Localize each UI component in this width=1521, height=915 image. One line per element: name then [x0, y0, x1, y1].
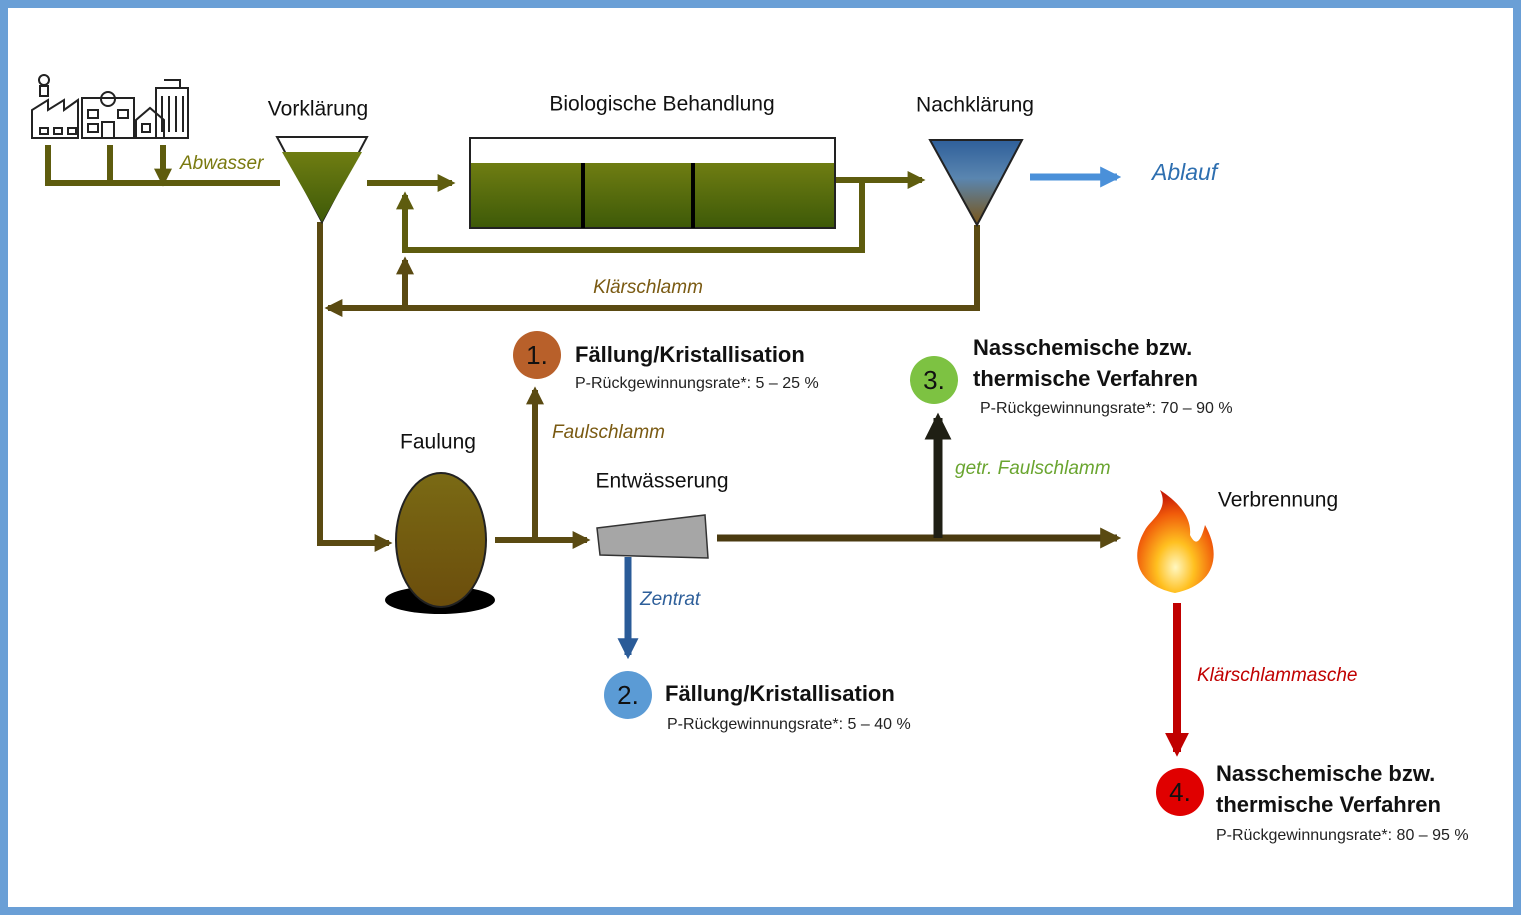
- step-rate: P-Rückgewinnungsrate*: 80 – 95 %: [1216, 827, 1469, 844]
- flow-label: Klärschlammasche: [1197, 665, 1358, 686]
- flow-label: Abwasser: [179, 153, 264, 174]
- step-rate: P-Rückgewinnungsrate*: 5 – 40 %: [667, 716, 911, 733]
- step-title: Nasschemische bzw.: [973, 335, 1192, 360]
- flow-label: getr. Faulschlamm: [955, 458, 1111, 479]
- step-number: 2.: [617, 680, 639, 710]
- stage-label: Biologische Behandlung: [549, 93, 774, 116]
- diagram: Vorklärung Biologische Behandlung Nachkl…: [0, 0, 1521, 915]
- step-rate: P-Rückgewinnungsrate*: 5 – 25 %: [575, 375, 819, 392]
- stage-label: Faulung: [400, 431, 476, 454]
- step-title: Fällung/Kristallisation: [665, 681, 895, 706]
- step-rate: P-Rückgewinnungsrate*: 70 – 90 %: [980, 400, 1233, 417]
- step-title: thermische Verfahren: [1216, 792, 1441, 817]
- flow-label: Klärschlamm: [593, 277, 703, 298]
- bio-tank-fill: [471, 163, 834, 227]
- flow-label: Zentrat: [639, 589, 701, 610]
- digester: [396, 473, 486, 607]
- step-number: 4.: [1169, 777, 1191, 807]
- flow-label: Faulschlamm: [552, 422, 665, 443]
- stage-label: Verbrennung: [1218, 489, 1338, 512]
- step-number: 3.: [923, 365, 945, 395]
- stage-label: Nachklärung: [916, 94, 1034, 117]
- stage-label: Vorklärung: [268, 98, 368, 121]
- page: {"stages":{"pretreatment":"Vorklärung","…: [0, 0, 1521, 915]
- flow-label: Ablauf: [1150, 159, 1220, 185]
- step-title: thermische Verfahren: [973, 366, 1198, 391]
- step-title: Nasschemische bzw.: [1216, 761, 1435, 786]
- stage-label: Entwässerung: [595, 470, 728, 493]
- step-number: 1.: [526, 340, 548, 370]
- step-title: Fällung/Kristallisation: [575, 342, 805, 367]
